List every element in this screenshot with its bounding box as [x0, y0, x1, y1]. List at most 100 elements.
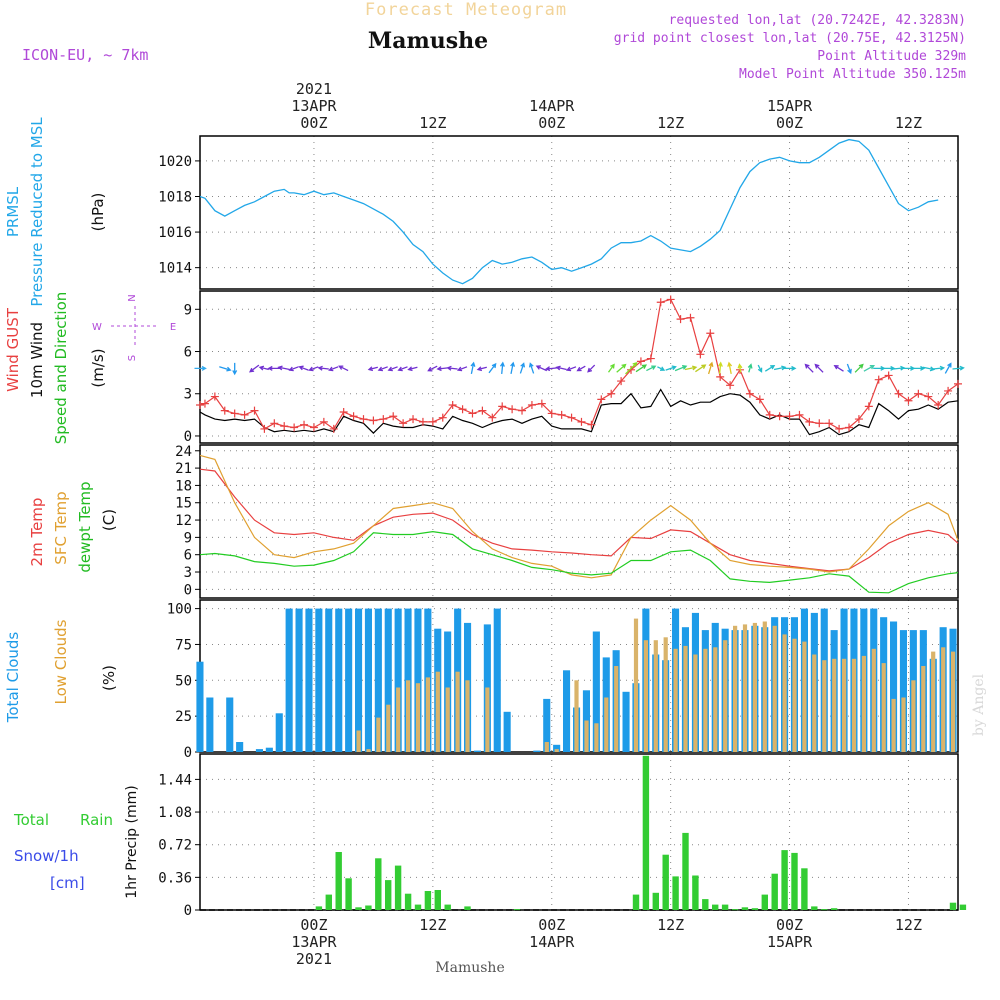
low-cloud-bar	[931, 651, 936, 752]
low-cloud-bar	[871, 648, 876, 752]
rain-bar	[791, 852, 798, 910]
gust-marker	[488, 413, 497, 422]
low-cloud-bar	[386, 704, 391, 752]
wind-direction-arrow-icon	[883, 365, 896, 371]
gust-marker	[537, 399, 546, 408]
gust-marker	[290, 423, 299, 432]
rain-bar	[513, 909, 521, 911]
panel-axis-label: dewpt Temp	[76, 481, 94, 572]
y-tick-label: 0	[184, 745, 192, 761]
wind-direction-arrow-icon	[555, 365, 567, 371]
wind-direction-arrow-icon	[258, 365, 269, 371]
gust-marker	[954, 379, 962, 388]
wind-direction-arrow-icon	[873, 365, 886, 371]
low-cloud-bar	[693, 654, 698, 752]
low-cloud-bar	[723, 640, 728, 752]
wind-direction-arrow-icon	[528, 362, 535, 374]
rain-bar	[652, 892, 659, 910]
y-tick-label: 6	[184, 548, 192, 564]
y-tick-label: 21	[175, 461, 192, 477]
wind10-line	[199, 388, 959, 436]
wind-direction-arrow-icon	[616, 363, 627, 373]
total-cloud-bar	[255, 749, 263, 752]
total-cloud-bar	[384, 608, 392, 752]
y-tick-label: 100	[167, 602, 192, 618]
total-cloud-bar	[622, 691, 630, 752]
wind-direction-arrow-icon	[427, 365, 438, 372]
gust-marker	[854, 415, 863, 424]
rain-bar	[781, 850, 788, 910]
wind-direction-arrow-icon	[488, 362, 497, 374]
gust-marker	[874, 375, 883, 384]
y-tick-label: 15	[175, 496, 192, 512]
gust-marker	[399, 419, 408, 428]
bottom-axis-label: 12Z	[419, 916, 446, 934]
gust-marker	[914, 389, 923, 398]
gust-marker	[359, 415, 368, 424]
bottom-axis-label: 15APR	[767, 933, 813, 951]
rain-bar	[731, 909, 739, 911]
gust-marker	[527, 401, 536, 409]
gust-marker	[498, 402, 507, 411]
gust-marker	[196, 401, 204, 409]
wind-direction-arrow-icon	[456, 366, 468, 372]
requested-coords: requested lon,lat (20.7242E, 42.3283N)	[669, 13, 966, 28]
compass-south: S	[127, 355, 138, 361]
y-tick-label: 1.44	[158, 772, 192, 788]
rain-bar	[632, 894, 640, 910]
compass-north: N	[127, 294, 138, 301]
wind-direction-arrow-icon	[944, 362, 952, 374]
gust-marker	[309, 423, 318, 432]
gust-marker	[815, 419, 824, 428]
panel-axis-label: (m/s)	[89, 348, 107, 387]
panel-axis-label: SFC Temp	[52, 491, 70, 564]
gust-marker	[706, 329, 715, 338]
legend-snow: Snow/1h	[14, 847, 79, 865]
gust-marker	[329, 424, 338, 433]
total-cloud-bar	[196, 661, 204, 752]
top-axis-label: 15APR	[767, 97, 813, 115]
low-cloud-bar	[921, 666, 926, 752]
total-cloud-bar	[355, 608, 363, 752]
model-altitude: Model Point Altitude 350.125m	[739, 67, 966, 82]
low-cloud-bar	[614, 666, 619, 752]
y-tick-label: 0.72	[158, 838, 192, 854]
wind-direction-arrow-icon	[657, 366, 666, 371]
wind-direction-arrow-icon	[317, 365, 329, 371]
gust-marker	[696, 350, 705, 359]
wind-direction-arrow-icon	[407, 366, 418, 372]
gust-marker	[597, 395, 606, 404]
wind-direction-arrow-icon	[912, 365, 926, 371]
low-cloud-bar	[445, 687, 450, 752]
gust-marker	[478, 406, 487, 415]
wind-direction-arrow-icon	[717, 361, 723, 374]
rain-bar	[712, 904, 719, 910]
gust-marker	[666, 295, 675, 304]
low-cloud-bar	[792, 638, 797, 752]
gust-marker	[676, 315, 685, 324]
low-cloud-bar	[594, 723, 599, 752]
rain-bar	[771, 873, 778, 910]
gust-marker	[409, 415, 418, 424]
low-cloud-bar	[366, 749, 371, 752]
rain-bar	[959, 904, 967, 910]
gust-marker	[300, 420, 309, 429]
total-cloud-bar	[265, 747, 273, 752]
low-cloud-bar	[633, 618, 639, 752]
wind-direction-arrow-icon	[248, 364, 260, 373]
watermark: by Angel	[971, 673, 987, 736]
wind-direction-arrow-icon	[932, 365, 946, 371]
gust-marker	[934, 401, 943, 409]
low-cloud-bar	[752, 622, 757, 752]
wind-direction-arrow-icon	[814, 363, 824, 373]
gust-marker	[686, 313, 695, 322]
panel-axis-label: Wind GUST	[4, 307, 22, 392]
wind-direction-arrow-icon	[446, 365, 458, 371]
wind-direction-arrow-icon	[510, 361, 516, 375]
wind-direction-arrow-icon	[665, 365, 677, 371]
gust-marker	[755, 395, 764, 404]
bottom-axis-label: 00Z	[776, 916, 803, 934]
